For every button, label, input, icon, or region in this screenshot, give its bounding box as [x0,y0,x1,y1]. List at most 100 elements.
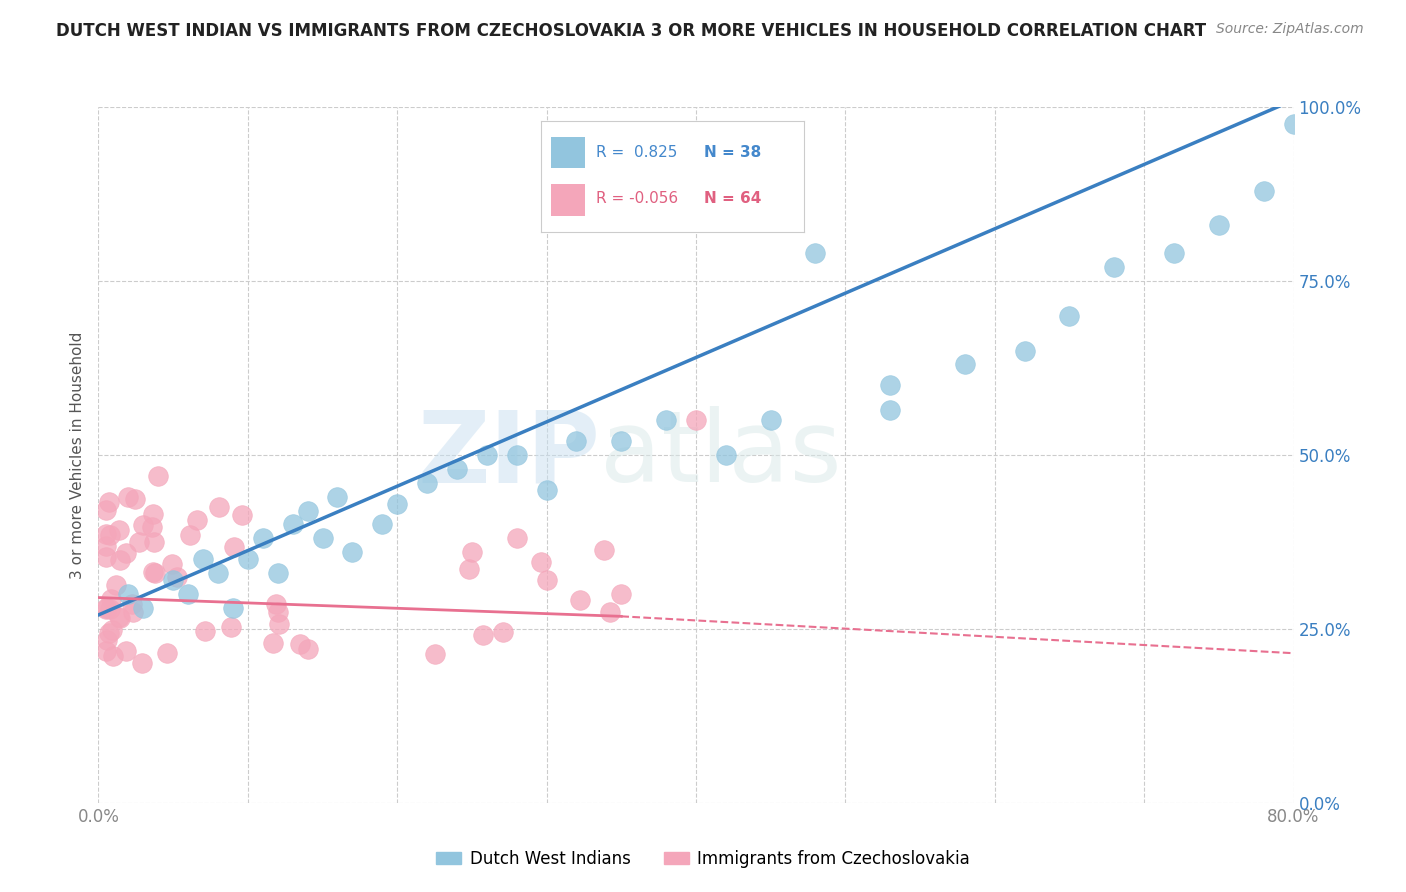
Point [222,540,245,554]
Point [156,646,179,660]
Text: Source: ZipAtlas.com: Source: ZipAtlas.com [1216,22,1364,37]
Text: atlas: atlas [600,407,842,503]
Point [121,597,143,611]
Point [472,628,495,642]
Point [1104,260,1126,274]
Point [222,601,245,615]
Point [141,520,163,534]
Point [186,512,208,526]
Point [94,539,117,553]
Point [100,602,122,616]
Point [457,562,479,576]
Point [101,649,124,664]
Point [953,358,976,372]
Point [371,517,394,532]
Text: ZIP: ZIP [418,407,600,503]
Point [1163,246,1185,260]
Point [593,543,616,558]
Point [267,566,290,581]
Point [267,617,290,632]
Point [194,624,217,638]
Point [264,597,287,611]
Point [108,611,131,625]
Point [1208,219,1230,233]
Point [492,625,515,640]
Point [416,475,439,490]
Point [179,527,201,541]
Point [342,545,364,559]
Point [142,566,165,580]
Point [311,532,333,546]
Point [685,413,707,427]
Point [461,545,484,559]
Point [207,566,229,581]
Point [160,557,183,571]
Point [97,625,120,640]
Point [122,605,145,619]
Point [655,413,678,427]
Legend: Dutch West Indians, Immigrants from Czechoslovakia: Dutch West Indians, Immigrants from Czec… [429,844,977,875]
Point [385,497,409,511]
Point [143,566,166,580]
Point [297,641,319,656]
Point [252,532,274,546]
Point [1253,184,1275,198]
Point [97,494,120,508]
Point [569,593,592,607]
Point [96,602,118,616]
Point [94,550,117,565]
Point [191,552,214,566]
Point [219,620,242,634]
Point [267,605,290,619]
Point [1059,309,1081,323]
Point [610,587,633,601]
Point [326,490,349,504]
Point [475,448,498,462]
Point [94,502,117,516]
Point [262,636,284,650]
Point [98,528,121,542]
Point [297,503,319,517]
Point [108,552,131,566]
Text: DUTCH WEST INDIAN VS IMMIGRANTS FROM CZECHOSLOVAKIA 3 OR MORE VEHICLES IN HOUSEH: DUTCH WEST INDIAN VS IMMIGRANTS FROM CZE… [56,22,1206,40]
Point [281,517,304,532]
Point [114,644,136,658]
Point [879,402,901,417]
Point [108,609,131,624]
Point [94,601,117,615]
Point [132,518,155,533]
Point [94,644,117,658]
Point [207,500,229,514]
Point [536,573,558,587]
Point [162,573,184,587]
Point [231,508,253,523]
Point [142,507,165,521]
Point [100,591,122,606]
Y-axis label: 3 or more Vehicles in Household: 3 or more Vehicles in Household [69,331,84,579]
Point [714,448,737,462]
Point [117,490,139,504]
Point [108,523,131,537]
Point [115,546,138,560]
Point [132,601,155,615]
Point [288,637,311,651]
Point [177,587,200,601]
Point [128,534,150,549]
Point [1282,117,1305,131]
Point [446,462,468,476]
Point [105,578,128,592]
Point [131,656,153,670]
Point [100,624,122,638]
Point [166,570,188,584]
Point [423,647,446,661]
Point [565,434,588,448]
Point [117,587,139,601]
Point [94,527,117,541]
Point [759,413,782,427]
Point [124,491,146,506]
Point [1014,343,1036,358]
Point [236,552,259,566]
Point [536,483,558,497]
Point [879,378,901,392]
Point [506,448,529,462]
